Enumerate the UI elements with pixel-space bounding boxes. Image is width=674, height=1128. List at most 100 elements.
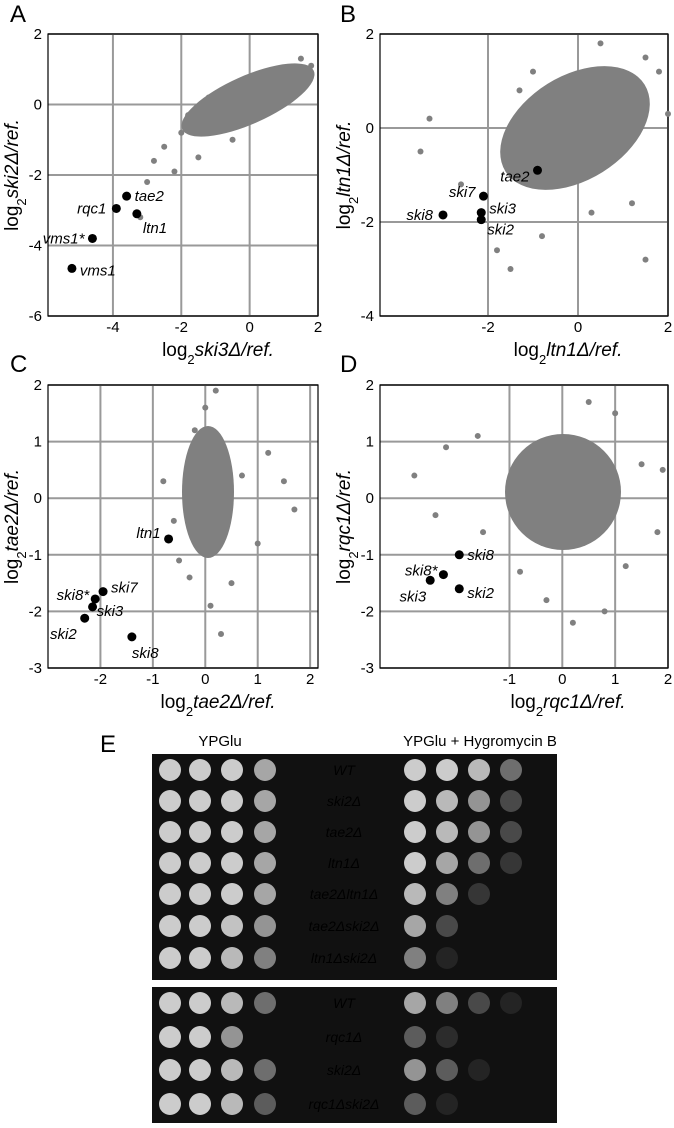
point xyxy=(186,574,193,581)
colony-spot xyxy=(189,1059,211,1081)
colony-spot xyxy=(404,852,426,874)
point xyxy=(665,110,671,117)
axis-label-part: tae2Δ/ref. xyxy=(2,469,23,551)
colony-spot xyxy=(404,883,426,905)
x-tick-label: 0 xyxy=(201,671,209,688)
point xyxy=(280,478,287,485)
colony-spot xyxy=(189,790,211,812)
colony-spot xyxy=(500,821,522,843)
point xyxy=(273,66,280,73)
point xyxy=(443,444,450,451)
y-tick-label: -2 xyxy=(361,214,374,231)
colony-spot xyxy=(404,1026,426,1048)
axis-label-part: log xyxy=(162,340,187,361)
point xyxy=(629,200,635,207)
point xyxy=(588,209,595,216)
point xyxy=(597,40,604,47)
point-label: tae2 xyxy=(500,168,530,185)
colony-spot xyxy=(159,1059,181,1081)
y-tick-label: 1 xyxy=(34,434,42,451)
point xyxy=(229,136,236,143)
point xyxy=(494,247,500,254)
point xyxy=(517,568,524,575)
point xyxy=(254,540,261,547)
plate xyxy=(398,987,557,1123)
colony-spot xyxy=(254,821,276,843)
colony-spot xyxy=(436,790,458,812)
point-label: ski3 xyxy=(97,603,124,620)
point-label: ski8* xyxy=(57,587,91,604)
colony-spot xyxy=(221,759,243,781)
colony-spot xyxy=(254,790,276,812)
x-tick-label: 2 xyxy=(306,671,314,688)
colony-spot xyxy=(436,1093,458,1115)
point-cloud xyxy=(505,434,621,550)
y-tick-label: 0 xyxy=(34,97,42,114)
point xyxy=(178,129,185,136)
highlight-point xyxy=(98,587,108,597)
colony-spot xyxy=(221,1059,243,1081)
axis-label-sub: 2 xyxy=(536,704,543,719)
panel-label: C xyxy=(10,351,27,378)
point-label: ski3 xyxy=(489,201,516,218)
colony-spot xyxy=(404,759,426,781)
x-tick-label: 0 xyxy=(558,671,566,688)
point xyxy=(191,427,198,434)
point-cloud xyxy=(181,63,315,137)
plot-frame xyxy=(47,33,319,317)
axis-label-part: log xyxy=(334,559,355,584)
y-tick-label: -2 xyxy=(29,603,42,620)
y-tick-label: -1 xyxy=(361,547,374,564)
highlight-point xyxy=(122,191,132,201)
y-tick-label: -2 xyxy=(29,167,42,184)
y-tick-label: 2 xyxy=(366,26,374,43)
colony-spot xyxy=(254,759,276,781)
strain-label: ltn1Δski2Δ xyxy=(311,950,377,966)
point xyxy=(432,512,439,519)
highlight-point xyxy=(454,584,464,594)
point xyxy=(530,68,536,75)
axis-label: log2tae2Δ/ref. xyxy=(2,469,29,584)
x-tick-label: -2 xyxy=(94,671,107,688)
colony-spot xyxy=(189,915,211,937)
colony-spot xyxy=(189,852,211,874)
colony-spot xyxy=(189,883,211,905)
point xyxy=(659,466,666,473)
y-tick-label: -1 xyxy=(29,547,42,564)
point-label: ski2 xyxy=(487,222,514,239)
colony-spot xyxy=(436,992,458,1014)
colony-spot xyxy=(468,852,490,874)
colony-spot xyxy=(404,915,426,937)
strain-label: rqc1Δski2Δ xyxy=(309,1096,380,1112)
axis-label-part: ltn1Δ/ref. xyxy=(334,121,355,197)
point-label: ski8 xyxy=(406,207,433,224)
point xyxy=(238,472,245,479)
point xyxy=(144,179,151,186)
point xyxy=(426,115,433,122)
strain-label: ltn1Δ xyxy=(328,855,360,871)
axis-label-part: log xyxy=(514,340,539,361)
x-tick-label: -1 xyxy=(146,671,159,688)
point xyxy=(642,256,649,263)
point-label: ski8* xyxy=(405,563,439,580)
point xyxy=(656,68,662,75)
axis-label-part: log xyxy=(160,692,185,713)
colony-spot xyxy=(436,915,458,937)
colony-spot xyxy=(468,759,490,781)
point xyxy=(176,557,183,564)
colony-spot xyxy=(254,852,276,874)
panel-label: D xyxy=(340,351,357,378)
point-label: vms1* xyxy=(43,230,86,247)
colony-spot xyxy=(189,821,211,843)
highlight-point xyxy=(476,215,486,225)
colony-spot xyxy=(436,852,458,874)
point xyxy=(228,580,235,587)
highlight-point xyxy=(132,209,142,219)
y-tick-label: -3 xyxy=(29,660,42,677)
y-tick-label: 2 xyxy=(34,26,42,43)
axis-label-sub: 2 xyxy=(14,551,29,558)
point xyxy=(212,122,219,129)
highlight-point xyxy=(454,550,464,560)
point-label: ltn1 xyxy=(143,220,167,237)
y-tick-label: 0 xyxy=(366,490,374,507)
